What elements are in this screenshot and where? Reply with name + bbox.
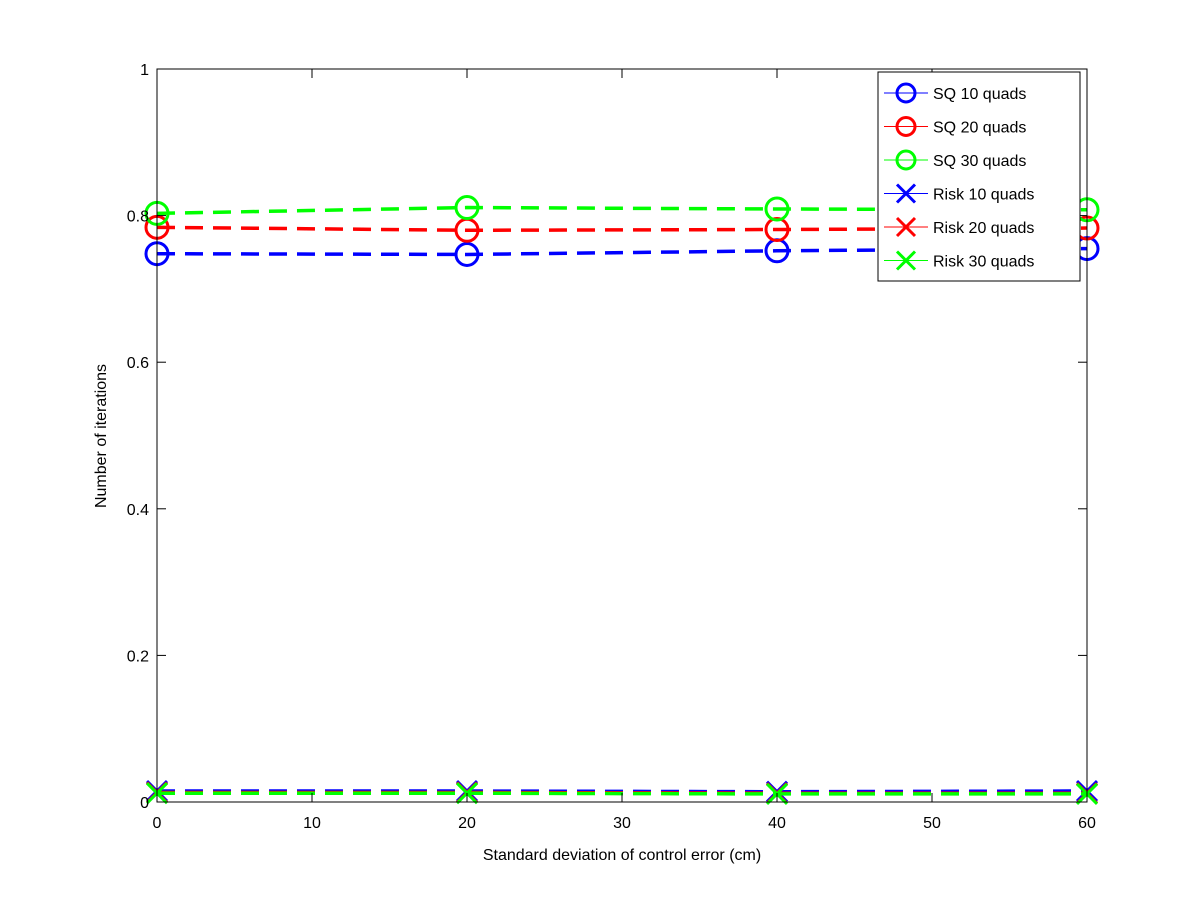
legend-item: Risk 20 quads: [884, 216, 1034, 238]
y-tick-label: 0.6: [127, 355, 149, 372]
y-axis-ticks: 0 0.2 0.4 0.6 0.8 1: [127, 62, 1087, 812]
y-axis-label: Number of iterations: [93, 364, 110, 508]
legend-label: Risk 30 quads: [933, 254, 1034, 271]
legend-label: Risk 10 quads: [933, 187, 1034, 204]
legend-marker: [895, 116, 917, 137]
legend-label: SQ 20 quads: [933, 120, 1026, 137]
legend-item: SQ 30 quads: [884, 149, 1026, 171]
series-line: [156, 225, 1088, 233]
x-tick-label: 20: [458, 815, 476, 832]
legend-marker: [895, 149, 917, 171]
legend-item: Risk 30 quads: [884, 250, 1034, 271]
y-tick-label: 0.8: [127, 209, 149, 226]
x-tick-label: 50: [923, 815, 941, 832]
data-point: [764, 196, 790, 222]
y-tick-label: 0: [140, 795, 149, 812]
legend-item: Risk 10 quads: [884, 183, 1034, 204]
legend: SQ 10 quads SQ 20 quads SQ 30 quads Risk 10…: [877, 71, 1081, 282]
data-point: [454, 241, 480, 267]
x-axis-ticks: 0 10 20 30 40 50 60: [153, 69, 1096, 832]
series-line: [156, 246, 1088, 257]
legend-item: SQ 10 quads: [884, 82, 1026, 104]
x-axis-label: Standard deviation of control error (cm): [483, 847, 761, 864]
x-tick-label: 0: [153, 815, 162, 832]
x-tick-label: 30: [613, 815, 631, 832]
legend-marker-stroke-b: [895, 250, 917, 271]
x-tick-label: 40: [768, 815, 786, 832]
y-tick-label: 0.2: [127, 648, 149, 665]
legend-marker: [895, 216, 917, 238]
legend-marker: [895, 250, 917, 271]
x-tick-label: 10: [303, 815, 321, 832]
legend-marker: [895, 82, 917, 104]
y-tick-label: 0.4: [127, 502, 149, 519]
series-line: [156, 205, 1088, 216]
legend-item: SQ 20 quads: [884, 116, 1026, 137]
legend-box: [877, 71, 1081, 282]
legend-label: Risk 20 quads: [933, 220, 1034, 237]
y-tick-label: 1: [140, 62, 149, 79]
x-tick-label: 60: [1078, 815, 1096, 832]
legend-label: SQ 30 quads: [933, 153, 1026, 170]
legend-marker-stroke-b: [895, 216, 917, 238]
legend-marker: [895, 183, 917, 204]
legend-label: SQ 10 quads: [933, 86, 1026, 103]
legend-marker-stroke-b: [895, 183, 917, 204]
data-point: [454, 195, 480, 221]
